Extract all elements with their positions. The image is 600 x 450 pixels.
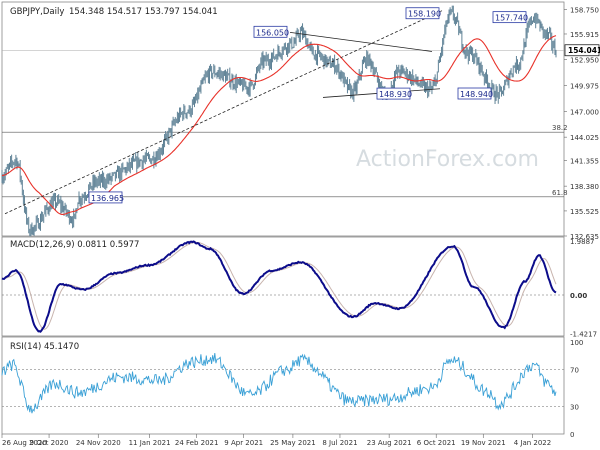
price-axis-label: 155.915	[570, 31, 599, 39]
x-axis-label: 26 Aug 2020	[2, 439, 47, 447]
price-title: GBPJPY,Daily	[10, 7, 64, 17]
fibonacci-label: 38.2	[552, 124, 568, 132]
panel-frames	[1, 1, 565, 435]
price-axis-label: 152.950	[570, 57, 599, 65]
price-label-box	[457, 87, 492, 100]
fibonacci-label: 61.8	[552, 189, 568, 197]
current-price-tag	[564, 44, 600, 57]
dashed-trendline	[4, 10, 443, 215]
macd-line	[1, 240, 557, 333]
price-label-box	[376, 87, 411, 100]
price-axis-label: 147.000	[570, 108, 599, 116]
macd-axis-label: 0.00	[570, 292, 587, 300]
x-axis-label: 23 Aug 2021	[367, 439, 412, 447]
macd-axis-label: -1.4217	[570, 331, 597, 339]
price-label-box	[405, 7, 440, 20]
rsi-panel	[1, 352, 564, 414]
panel-frame	[1, 236, 565, 337]
price-axis-label: 141.355	[570, 157, 599, 165]
price-label: 158.190	[408, 10, 441, 19]
x-axis-label: 24 Feb 2021	[175, 439, 219, 447]
price-axis-label: 144.025	[570, 134, 599, 142]
price-axis-label: 138.380	[570, 183, 599, 191]
x-axis-label: 6 Oct 2021	[417, 439, 456, 447]
current-price-value: 154.041	[568, 46, 600, 55]
price-label: 156.050	[256, 28, 289, 37]
axes: 158.750 155.915 152.950 149.975 147.000 144.0…	[1, 6, 600, 447]
x-axis-label: 19 Nov 2021	[461, 439, 506, 447]
x-axis-label: 25 May 2021	[270, 439, 316, 447]
triangle-upper-trendline	[289, 31, 433, 52]
price-label: 148.940	[460, 90, 493, 99]
ohlc-readout: 154.348 154.517 153.797 154.041	[69, 7, 218, 17]
price-label-box	[492, 11, 527, 24]
price-label: 148.930	[379, 90, 412, 99]
price-axis-label: 149.975	[570, 83, 599, 91]
price-label-box	[88, 191, 123, 204]
price-label: 157.740	[495, 14, 528, 23]
x-axis-label: 4 Jan 2022	[514, 439, 552, 447]
price-axis-label: 132.635	[570, 233, 599, 241]
rsi-line	[1, 352, 557, 414]
macd-panel	[1, 240, 564, 333]
watermark: ActionForex.com	[356, 147, 539, 172]
x-axis-label: 9 Apr 2021	[224, 439, 263, 447]
rsi-title: RSI(14) 45.1470	[10, 342, 79, 352]
x-axis-label: 11 Jan 2021	[129, 439, 171, 447]
x-axis-label: 8 Jul 2021	[322, 439, 357, 447]
price-label-box	[253, 25, 288, 38]
price-axis-label: 135.525	[570, 208, 599, 216]
price-axis-label: 158.750	[570, 6, 599, 14]
panel-frame	[1, 336, 565, 435]
rsi-axis-label: 30	[570, 403, 579, 411]
macd-title: MACD(12,26,9) 0.0811 0.5977	[10, 240, 139, 250]
macd-axis-label: 1.9887	[570, 238, 595, 246]
rsi-axis-label: 100	[570, 339, 583, 347]
panel-frame	[1, 1, 565, 237]
rsi-axis-label: 0	[570, 431, 574, 439]
rsi-axis-label: 70	[570, 367, 579, 375]
x-axis-label: 24 Nov 2020	[76, 439, 121, 447]
price-panel: 38.2 61.8 156.050 158.190 157.740 148.930 148.…	[1, 5, 568, 237]
x-axis-label: 9 Oct 2020	[30, 439, 69, 447]
price-label: 136.965	[91, 194, 124, 203]
moving-average-line	[1, 35, 557, 215]
